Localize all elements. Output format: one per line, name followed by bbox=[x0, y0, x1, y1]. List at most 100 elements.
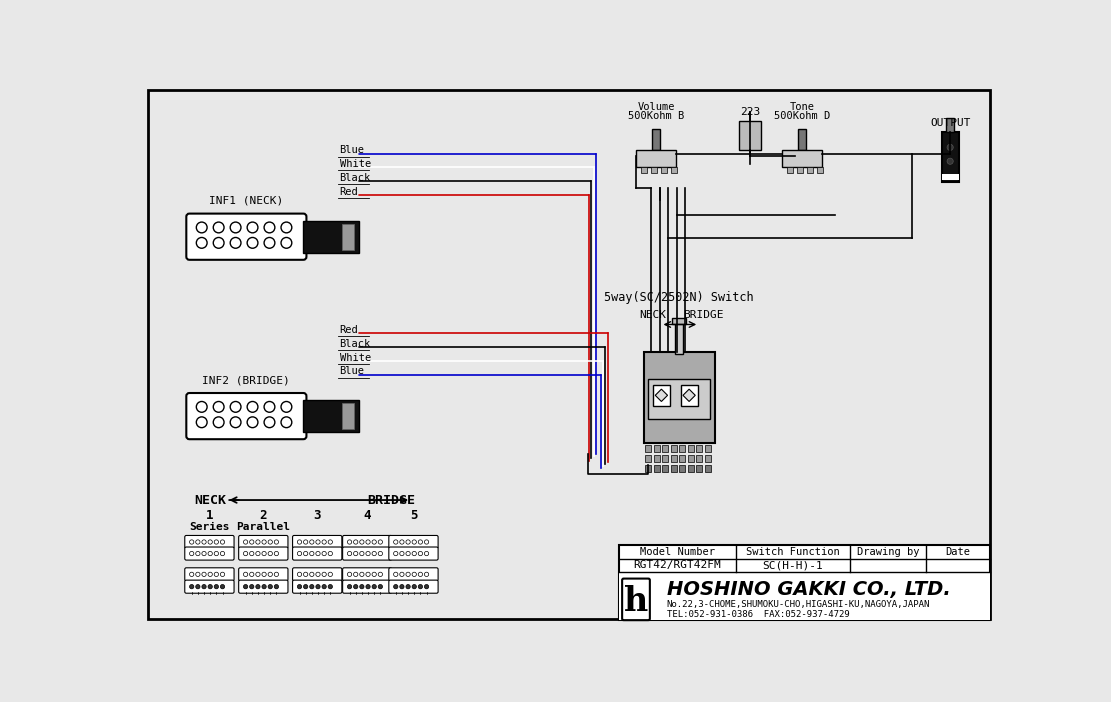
FancyBboxPatch shape bbox=[292, 580, 342, 593]
Circle shape bbox=[360, 540, 364, 544]
Text: Parallel: Parallel bbox=[237, 522, 290, 532]
Text: OUTPUT: OUTPUT bbox=[930, 118, 970, 128]
Text: Blue: Blue bbox=[340, 366, 364, 376]
Circle shape bbox=[208, 585, 212, 589]
Circle shape bbox=[393, 551, 398, 556]
Circle shape bbox=[360, 572, 364, 576]
FancyBboxPatch shape bbox=[342, 568, 392, 581]
Text: SC(H-H)-1: SC(H-H)-1 bbox=[762, 560, 823, 571]
Circle shape bbox=[418, 585, 422, 589]
Text: 500Kohm D: 500Kohm D bbox=[774, 111, 830, 121]
Circle shape bbox=[366, 551, 370, 556]
Circle shape bbox=[213, 222, 224, 233]
Circle shape bbox=[208, 540, 212, 544]
Circle shape bbox=[281, 402, 292, 412]
Circle shape bbox=[247, 402, 258, 412]
Text: INF1 (NECK): INF1 (NECK) bbox=[209, 196, 283, 206]
FancyBboxPatch shape bbox=[389, 580, 438, 593]
FancyBboxPatch shape bbox=[342, 580, 392, 593]
Bar bbox=[739, 121, 761, 150]
Circle shape bbox=[353, 551, 358, 556]
Text: 4: 4 bbox=[363, 509, 371, 522]
Bar bbox=[671, 465, 677, 472]
Bar bbox=[645, 455, 651, 461]
FancyBboxPatch shape bbox=[292, 536, 342, 548]
Bar bbox=[619, 545, 990, 620]
Circle shape bbox=[303, 540, 308, 544]
Circle shape bbox=[268, 585, 272, 589]
Bar bbox=[653, 385, 670, 406]
Bar bbox=[653, 465, 660, 472]
FancyBboxPatch shape bbox=[187, 213, 307, 260]
Text: HOSHINO GAKKI CO., LTD.: HOSHINO GAKKI CO., LTD. bbox=[667, 580, 951, 599]
Text: h: h bbox=[624, 585, 648, 618]
Bar bbox=[942, 174, 959, 180]
Bar bbox=[817, 167, 823, 173]
Circle shape bbox=[378, 540, 382, 544]
Circle shape bbox=[298, 540, 302, 544]
Bar bbox=[342, 403, 354, 429]
Circle shape bbox=[268, 540, 272, 544]
Circle shape bbox=[247, 417, 258, 428]
Text: White: White bbox=[340, 352, 371, 363]
Circle shape bbox=[274, 540, 279, 544]
FancyBboxPatch shape bbox=[184, 568, 234, 581]
Text: White: White bbox=[340, 159, 371, 169]
Circle shape bbox=[400, 572, 404, 576]
Circle shape bbox=[247, 222, 258, 233]
Circle shape bbox=[268, 572, 272, 576]
Text: 1: 1 bbox=[206, 509, 213, 522]
Circle shape bbox=[213, 237, 224, 249]
Text: NECK: NECK bbox=[194, 494, 226, 507]
Circle shape bbox=[202, 572, 207, 576]
Circle shape bbox=[418, 551, 422, 556]
Circle shape bbox=[196, 540, 200, 544]
Circle shape bbox=[406, 572, 410, 576]
Circle shape bbox=[243, 551, 248, 556]
Text: TEL:052-931-0386  FAX:052-937-4729: TEL:052-931-0386 FAX:052-937-4729 bbox=[667, 610, 850, 619]
FancyBboxPatch shape bbox=[292, 547, 342, 560]
FancyBboxPatch shape bbox=[342, 536, 392, 548]
Circle shape bbox=[274, 572, 279, 576]
Bar bbox=[942, 132, 959, 182]
Text: Volume: Volume bbox=[638, 102, 674, 112]
FancyBboxPatch shape bbox=[389, 536, 438, 548]
Bar bbox=[704, 455, 711, 461]
Text: Tone: Tone bbox=[790, 102, 814, 112]
Text: RGT42/RGT42FM: RGT42/RGT42FM bbox=[633, 560, 721, 571]
FancyBboxPatch shape bbox=[239, 547, 288, 560]
Circle shape bbox=[262, 551, 267, 556]
Bar bbox=[688, 444, 693, 451]
FancyBboxPatch shape bbox=[187, 393, 307, 439]
Circle shape bbox=[264, 417, 274, 428]
Circle shape bbox=[303, 585, 308, 589]
Bar bbox=[662, 455, 669, 461]
Bar bbox=[303, 400, 359, 432]
Circle shape bbox=[202, 551, 207, 556]
Bar bbox=[807, 167, 813, 173]
Circle shape bbox=[322, 572, 327, 576]
Bar bbox=[635, 150, 675, 167]
Text: BRIDGE: BRIDGE bbox=[367, 494, 416, 507]
Circle shape bbox=[214, 585, 219, 589]
Circle shape bbox=[197, 222, 207, 233]
FancyBboxPatch shape bbox=[389, 568, 438, 581]
Text: BRIDGE: BRIDGE bbox=[683, 310, 724, 320]
Circle shape bbox=[310, 572, 314, 576]
Circle shape bbox=[947, 158, 953, 164]
FancyBboxPatch shape bbox=[184, 547, 234, 560]
Text: Model Number: Model Number bbox=[640, 547, 715, 557]
Bar bbox=[688, 455, 693, 461]
Bar bbox=[679, 455, 685, 461]
Text: Date: Date bbox=[945, 547, 970, 557]
Circle shape bbox=[378, 572, 382, 576]
Circle shape bbox=[400, 540, 404, 544]
Bar bbox=[704, 444, 711, 451]
Circle shape bbox=[316, 551, 320, 556]
FancyBboxPatch shape bbox=[239, 536, 288, 548]
Bar bbox=[662, 465, 669, 472]
Circle shape bbox=[274, 551, 279, 556]
Circle shape bbox=[190, 540, 193, 544]
Circle shape bbox=[412, 551, 417, 556]
Bar bbox=[619, 572, 990, 620]
